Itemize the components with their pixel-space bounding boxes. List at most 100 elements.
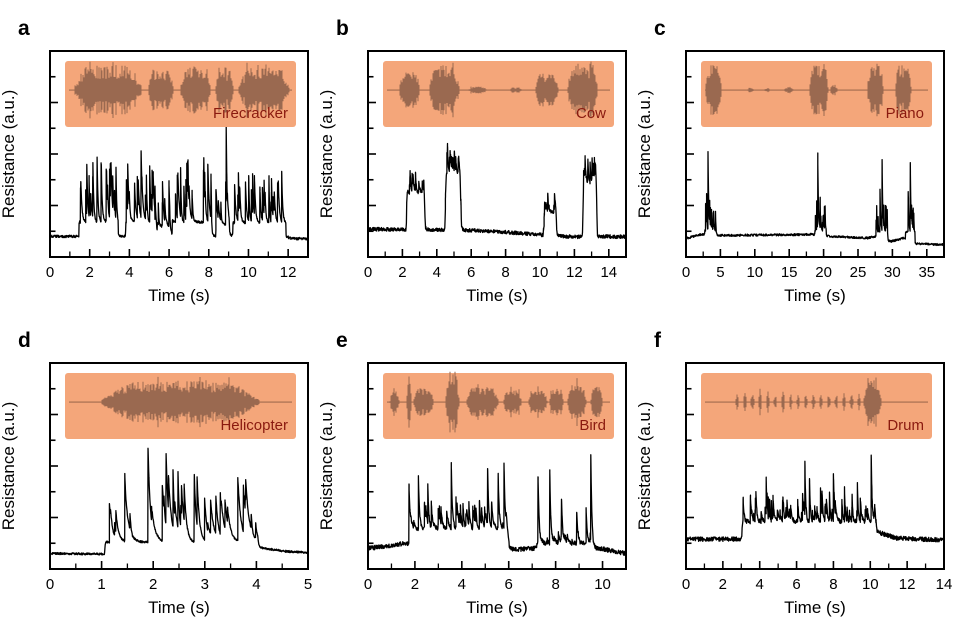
audio-inset: Cow	[383, 61, 614, 127]
x-tick-label: 25	[850, 264, 867, 281]
x-tick-label: 8	[501, 264, 509, 281]
audio-inset: Drum	[701, 373, 932, 439]
x-tick-label: 30	[884, 264, 901, 281]
x-axis-ticks: 0 5 10 15 20 25 30 35	[682, 249, 935, 281]
x-tick-label: 0	[682, 264, 690, 281]
x-tick-label: 8	[551, 576, 559, 593]
panel-letter: a	[18, 17, 30, 40]
x-tick-label: 0	[364, 264, 372, 281]
x-axis-title: Time (s)	[784, 286, 846, 305]
x-tick-label: 4	[433, 264, 441, 281]
panel-a: Firecracker 0 2 4 6 8 10 12 Time (s) Resistance (…	[0, 5, 318, 317]
y-axis-title: Resistance (a.u.)	[318, 90, 336, 219]
x-tick-label: 12	[899, 576, 916, 593]
x-tick-label: 0	[682, 576, 690, 593]
x-axis-ticks: 0 2 4 6 8 10	[364, 561, 611, 593]
y-axis-title: Resistance (a.u.)	[0, 402, 18, 531]
x-axis-title: Time (s)	[148, 598, 210, 617]
x-tick-label: 20	[815, 264, 832, 281]
resistance-trace	[368, 142, 626, 240]
x-tick-label: 10	[594, 576, 611, 593]
x-tick-label: 8	[829, 576, 837, 593]
x-tick-label: 4	[125, 264, 133, 281]
panel-f-chart: Drum 0 2 4 6 8 10 12 14 Time (s) Resistance (a.u.)…	[635, 329, 953, 617]
resistance-trace	[50, 126, 308, 241]
sound-label: Drum	[887, 417, 924, 434]
sound-label: Piano	[886, 105, 924, 122]
audio-inset: Firecracker	[65, 61, 296, 127]
audio-waveform	[399, 61, 598, 119]
audio-waveform	[705, 63, 912, 117]
x-tick-label: 5	[304, 576, 312, 593]
audio-inset: Helicopter	[65, 373, 296, 439]
panel-letter: e	[336, 329, 348, 352]
y-axis-ticks	[51, 50, 58, 258]
audio-waveform	[735, 377, 882, 427]
plot-frame	[685, 362, 945, 570]
x-tick-label: 3	[201, 576, 209, 593]
x-tick-label: 15	[781, 264, 798, 281]
x-tick-label: 2	[719, 576, 727, 593]
y-axis-ticks	[687, 362, 694, 570]
y-axis-ticks	[687, 50, 694, 258]
y-axis-ticks	[369, 50, 376, 258]
audio-inset-background	[383, 373, 614, 439]
x-tick-label: 6	[505, 576, 513, 593]
x-tick-label: 14	[600, 264, 617, 281]
x-tick-label: 10	[746, 264, 763, 281]
resistance-trace	[50, 447, 308, 556]
x-tick-label: 35	[918, 264, 935, 281]
plot-frame	[49, 50, 309, 258]
x-tick-label: 0	[364, 576, 372, 593]
x-tick-label: 1	[97, 576, 105, 593]
x-tick-label: 8	[205, 264, 213, 281]
x-axis-title: Time (s)	[466, 598, 528, 617]
x-tick-label: 2	[86, 264, 94, 281]
sound-label: Cow	[576, 105, 606, 122]
x-tick-label: 5	[716, 264, 724, 281]
x-axis-title: Time (s)	[148, 286, 210, 305]
x-tick-label: 2	[411, 576, 419, 593]
y-axis-title: Resistance (a.u.)	[318, 402, 336, 531]
panel-d-chart: Helicopter 0 1 2 3 4 5 Time (s) Resistance (a.u.…	[0, 329, 312, 617]
sound-label: Bird	[579, 417, 606, 434]
x-tick-label: 12	[566, 264, 583, 281]
plot-frame	[367, 362, 627, 570]
x-tick-label: 2	[398, 264, 406, 281]
plot-frame	[685, 50, 945, 258]
resistance-trace	[686, 454, 944, 543]
plot-frame	[367, 50, 627, 258]
x-tick-label: 10	[240, 264, 257, 281]
audio-waveform	[101, 376, 260, 428]
x-tick-label: 2	[149, 576, 157, 593]
panel-c-chart: Piano 0 5 10 15 20 25 30 35 Time (s) Resistance (a…	[635, 17, 945, 305]
x-tick-label: 12	[280, 264, 297, 281]
panel-f: Drum 0 2 4 6 8 10 12 14 Time (s) Resistance (a.u.)…	[635, 317, 954, 629]
x-tick-label: 4	[252, 576, 260, 593]
x-tick-label: 4	[458, 576, 466, 593]
audio-inset: Bird	[383, 371, 614, 439]
resistance-trace	[368, 454, 626, 556]
panel-letter: b	[336, 17, 349, 40]
x-axis-title: Time (s)	[784, 598, 846, 617]
panel-b-chart: Cow 0 2 4 6 8 10 12 14 Time (s) Resistance (a.u.) b	[317, 17, 627, 305]
panel-letter: c	[654, 17, 666, 40]
panel-letter: f	[654, 329, 662, 352]
x-axis-ticks: 0 2 4 6 8 10 12	[46, 249, 297, 281]
x-axis-ticks: 0 2 4 6 8 10 12 14	[682, 561, 953, 593]
panel-c: Piano 0 5 10 15 20 25 30 35 Time (s) Resistance (a…	[635, 5, 954, 317]
panel-e: Bird 0 2 4 6 8 10 Time (s) Resistance (a.u.) e	[317, 317, 636, 629]
audio-waveform	[389, 371, 603, 433]
x-tick-label: 10	[862, 576, 879, 593]
sound-label: Helicopter	[220, 417, 288, 434]
x-tick-label: 4	[756, 576, 764, 593]
x-axis-title: Time (s)	[466, 286, 528, 305]
y-axis-title: Resistance (a.u.)	[0, 90, 18, 219]
x-tick-label: 14	[936, 576, 953, 593]
x-tick-label: 0	[46, 576, 54, 593]
panel-e-chart: Bird 0 2 4 6 8 10 Time (s) Resistance (a.u.) e	[317, 329, 627, 617]
x-tick-label: 6	[165, 264, 173, 281]
panel-d: Helicopter 0 1 2 3 4 5 Time (s) Resistance (a.u.…	[0, 317, 318, 629]
x-axis-ticks: 0 2 4 6 8 10 12 14	[364, 249, 617, 281]
